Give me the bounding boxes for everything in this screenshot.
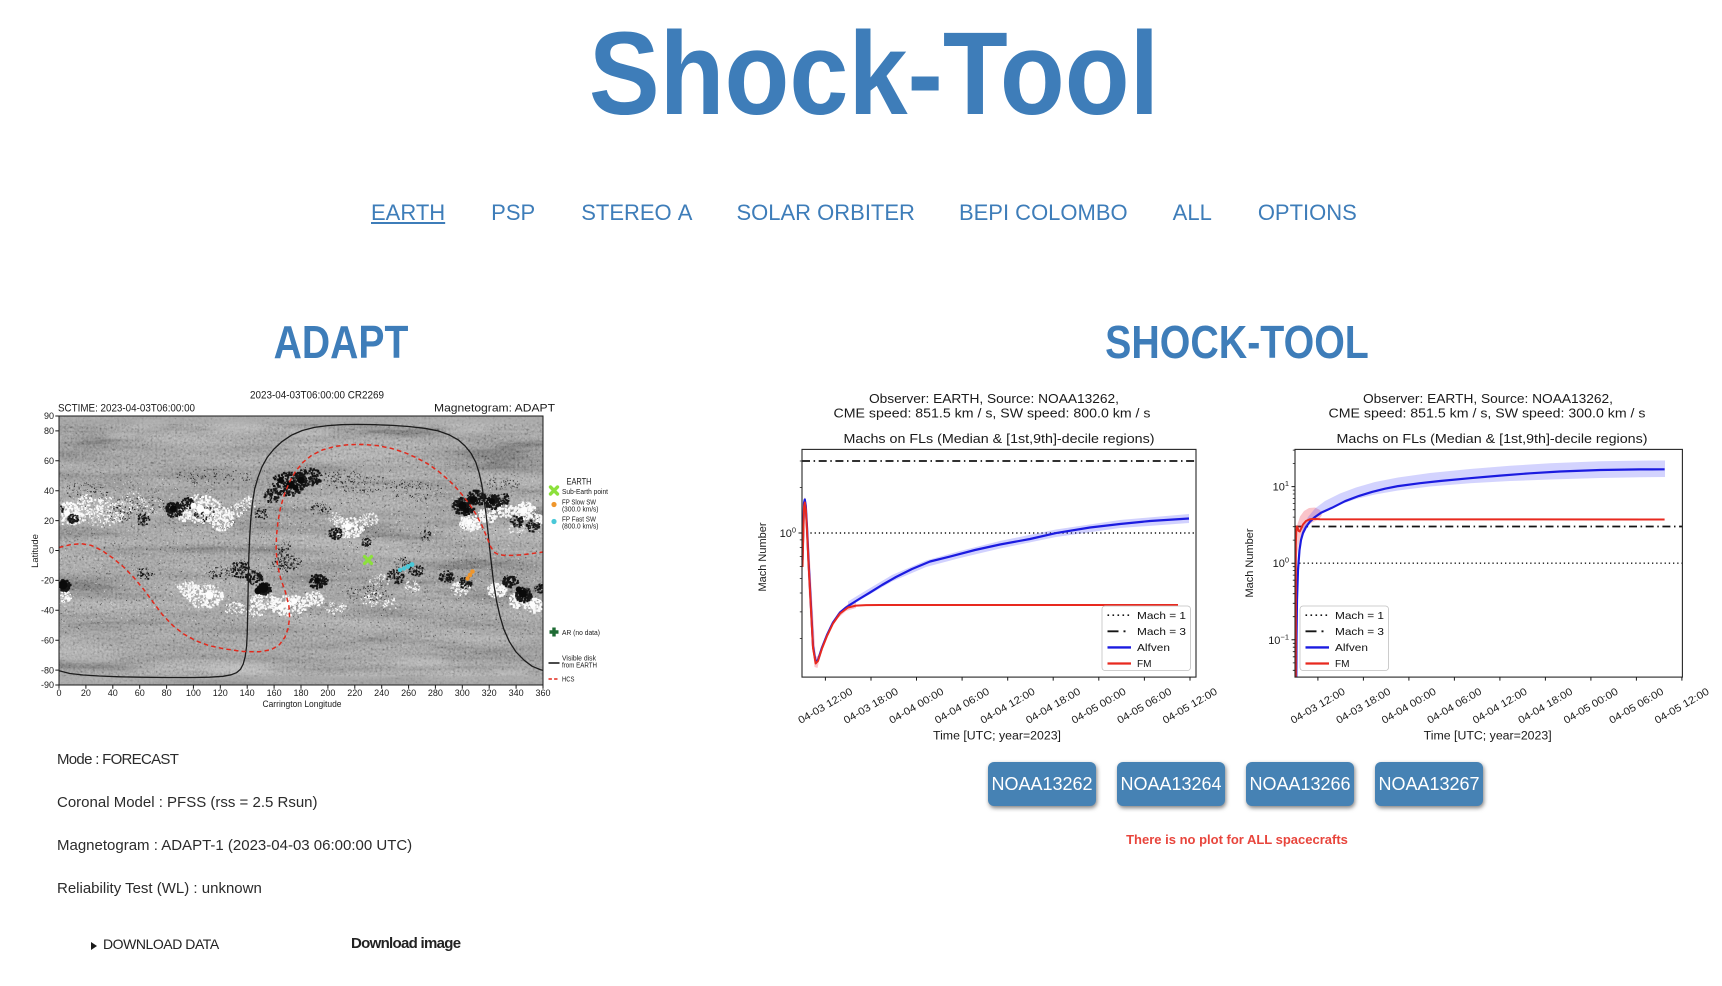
svg-text:Machs on FLs (Median & [1st,9t: Machs on FLs (Median & [1st,9th]-decile … <box>844 432 1155 446</box>
svg-text:100: 100 <box>1273 556 1289 571</box>
svg-text:220: 220 <box>347 688 362 698</box>
svg-text:180: 180 <box>293 688 308 698</box>
svg-text:Magnetogram: ADAPT: Magnetogram: ADAPT <box>434 403 555 415</box>
svg-text:Carrington Longitude: Carrington Longitude <box>263 699 342 710</box>
svg-text:20: 20 <box>81 688 91 698</box>
svg-text:101: 101 <box>1273 479 1289 494</box>
svg-text:AR (no data): AR (no data) <box>562 628 600 637</box>
svg-text:140: 140 <box>240 688 255 698</box>
svg-text:80: 80 <box>44 426 54 436</box>
svg-text:Mach Number: Mach Number <box>1244 528 1256 597</box>
svg-text:(300.0 km/s): (300.0 km/s) <box>562 505 599 514</box>
svg-text:Observer: EARTH, Source: NOAA1: Observer: EARTH, Source: NOAA13262, <box>1363 392 1613 406</box>
svg-text:-40: -40 <box>41 606 54 616</box>
svg-text:80: 80 <box>162 688 172 698</box>
svg-text:Mach = 3: Mach = 3 <box>1137 627 1186 638</box>
svg-text:200: 200 <box>320 688 335 698</box>
svg-text:240: 240 <box>374 688 389 698</box>
svg-text:Mach Number: Mach Number <box>757 522 769 591</box>
svg-text:360: 360 <box>535 688 550 698</box>
svg-text:280: 280 <box>428 688 443 698</box>
svg-text:-90: -90 <box>41 680 54 690</box>
svg-text:Sub-Earth point: Sub-Earth point <box>562 487 609 496</box>
svg-text:160: 160 <box>267 688 282 698</box>
svg-text:0: 0 <box>56 688 61 698</box>
svg-text:Time [UTC; year=2023]: Time [UTC; year=2023] <box>933 731 1061 743</box>
svg-text:SCTIME: 2023-04-03T06:00:00: SCTIME: 2023-04-03T06:00:00 <box>58 403 195 415</box>
svg-text:100: 100 <box>780 526 796 541</box>
svg-text:40: 40 <box>44 486 54 496</box>
svg-text:HCS: HCS <box>562 675 575 684</box>
svg-text:-20: -20 <box>41 576 54 586</box>
svg-text:from EARTH: from EARTH <box>562 661 597 670</box>
svg-text:60: 60 <box>44 456 54 466</box>
svg-text:Mach = 1: Mach = 1 <box>1137 611 1186 622</box>
svg-text:260: 260 <box>401 688 416 698</box>
svg-text:40: 40 <box>108 688 118 698</box>
svg-text:2023-04-03T06:00:00 CR2269: 2023-04-03T06:00:00 CR2269 <box>250 390 384 402</box>
svg-text:20: 20 <box>44 516 54 526</box>
svg-text:-60: -60 <box>41 635 54 645</box>
svg-text:120: 120 <box>213 688 228 698</box>
svg-text:FP Slow SW: FP Slow SW <box>562 498 597 507</box>
svg-text:60: 60 <box>135 688 145 698</box>
svg-text:Alfven: Alfven <box>1335 643 1368 654</box>
svg-text:Machs on FLs (Median & [1st,9t: Machs on FLs (Median & [1st,9th]-decile … <box>1337 432 1648 446</box>
svg-text:10−1: 10−1 <box>1268 632 1289 647</box>
svg-text:EARTH: EARTH <box>567 477 592 487</box>
svg-text:CME speed: 851.5 km / s, SW sp: CME speed: 851.5 km / s, SW speed: 300.0… <box>1329 407 1646 421</box>
svg-text:FM: FM <box>1137 659 1152 670</box>
svg-text:Mach = 3: Mach = 3 <box>1335 627 1384 638</box>
svg-text:Observer: EARTH, Source: NOAA1: Observer: EARTH, Source: NOAA13262, <box>869 392 1119 406</box>
svg-text:Time [UTC; year=2023]: Time [UTC; year=2023] <box>1424 731 1552 743</box>
svg-text:320: 320 <box>482 688 497 698</box>
svg-text:300: 300 <box>455 688 470 698</box>
svg-text:FM: FM <box>1335 659 1350 670</box>
svg-text:Mach = 1: Mach = 1 <box>1335 611 1384 622</box>
svg-text:340: 340 <box>509 688 524 698</box>
svg-text:Alfven: Alfven <box>1137 643 1170 654</box>
svg-text:0: 0 <box>49 546 54 556</box>
svg-text:90: 90 <box>44 411 54 421</box>
svg-text:Latitude: Latitude <box>30 534 41 568</box>
svg-text:Visible disk: Visible disk <box>562 654 596 663</box>
svg-text:-80: -80 <box>41 665 54 675</box>
svg-text:CME speed: 851.5 km / s, SW sp: CME speed: 851.5 km / s, SW speed: 800.0… <box>834 407 1151 421</box>
svg-text:FP Fast SW: FP Fast SW <box>562 515 597 524</box>
svg-text:(800.0 km/s): (800.0 km/s) <box>562 522 599 531</box>
svg-text:100: 100 <box>186 688 201 698</box>
